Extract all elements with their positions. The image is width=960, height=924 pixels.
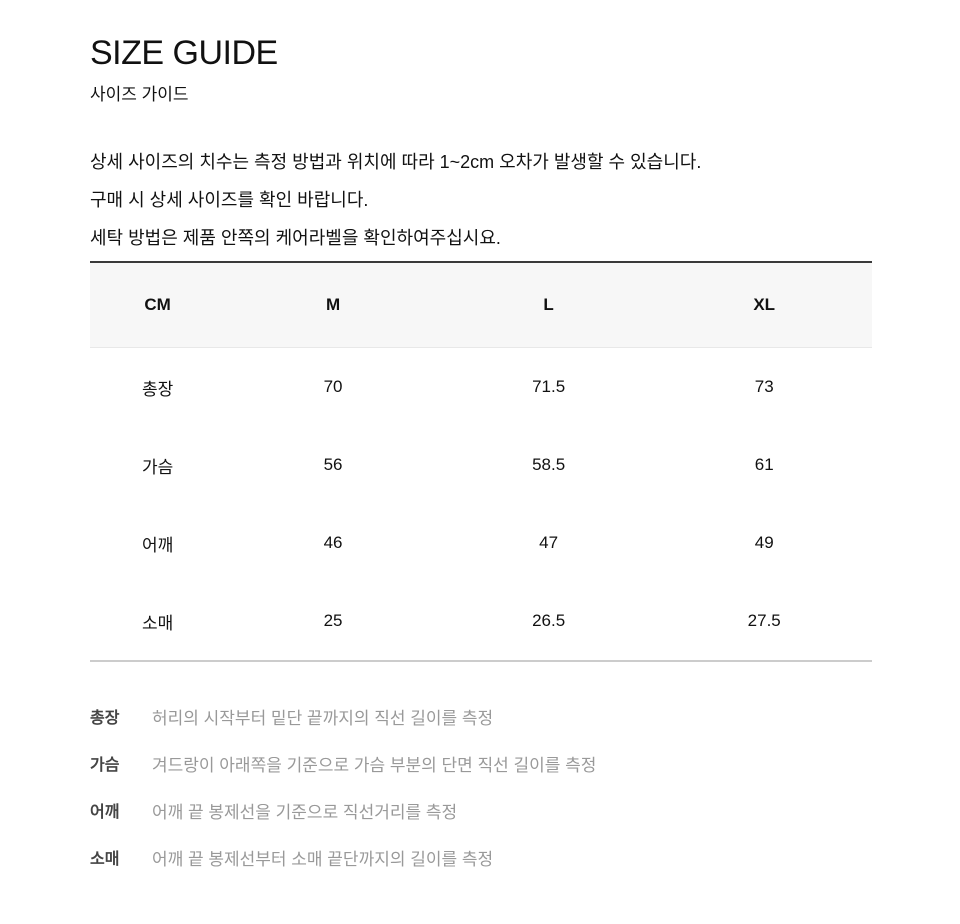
size-value: 71.5 (532, 377, 566, 396)
size-value: 49 (754, 533, 774, 552)
size-value: 70 (323, 377, 343, 396)
intro-line: 상세 사이즈의 치수는 측정 방법과 위치에 따라 1~2cm 오차가 발생할 … (90, 152, 702, 172)
size-value: 25 (323, 611, 343, 630)
table-row: 총장 70 71.5 73 (90, 348, 872, 427)
page-title: SIZE GUIDE (90, 34, 278, 72)
intro-text: 상세 사이즈의 치수는 측정 방법과 위치에 따라 1~2cm 오차가 발생할 … (90, 143, 872, 257)
column-header-xl: XL (656, 262, 872, 348)
column-header-m: M (225, 262, 441, 348)
size-value: 58.5 (532, 455, 566, 474)
column-header-cm: CM (90, 262, 226, 348)
guide-description: 어깨 끝 봉제선부터 소매 끝단까지의 길이를 측정 (152, 850, 494, 869)
guide-row: 가슴 겨드랑이 아래쪽을 기준으로 가슴 부분의 단면 직선 길이를 측정 (90, 755, 872, 777)
guide-row: 총장 허리의 시작부터 밑단 끝까지의 직선 길이를 측정 (90, 708, 872, 730)
table-row: 소매 25 26.5 27.5 (90, 582, 872, 661)
row-label: 총장 (142, 379, 174, 399)
measurement-guide: 총장 허리의 시작부터 밑단 끝까지의 직선 길이를 측정 가슴 겨드랑이 아래… (90, 708, 872, 871)
size-table: CM M L XL 총장 70 71.5 73 가슴 56 58.5 61 어깨… (90, 261, 872, 662)
column-header-l: L (440, 262, 657, 348)
row-label: 어깨 (142, 535, 174, 555)
size-value: 27.5 (747, 611, 781, 630)
size-value: 47 (539, 533, 559, 552)
table-row: 어깨 46 47 49 (90, 504, 872, 582)
table-header-row: CM M L XL (90, 262, 872, 348)
intro-line: 세탁 방법은 제품 안쪽의 케어라벨을 확인하여주십시요. (90, 228, 501, 248)
table-row: 가슴 56 58.5 61 (90, 426, 872, 504)
guide-row: 어깨 어깨 끝 봉제선을 기준으로 직선거리를 측정 (90, 802, 872, 824)
size-value: 46 (323, 533, 343, 552)
size-value: 56 (323, 455, 343, 474)
row-label: 가슴 (142, 457, 174, 477)
guide-label: 총장 (90, 710, 120, 727)
guide-description: 겨드랑이 아래쪽을 기준으로 가슴 부분의 단면 직선 길이를 측정 (152, 756, 597, 775)
page-subtitle: 사이즈 가이드 (90, 85, 189, 104)
size-value: 26.5 (532, 611, 566, 630)
guide-description: 허리의 시작부터 밑단 끝까지의 직선 길이를 측정 (152, 709, 494, 728)
intro-line: 구매 시 상세 사이즈를 확인 바랍니다. (90, 190, 369, 210)
guide-label: 소매 (90, 851, 120, 868)
guide-row: 소매 어깨 끝 봉제선부터 소매 끝단까지의 길이를 측정 (90, 849, 872, 871)
guide-label: 가슴 (90, 757, 120, 774)
guide-description: 어깨 끝 봉제선을 기준으로 직선거리를 측정 (152, 803, 458, 822)
row-label: 소매 (142, 613, 174, 633)
size-value: 61 (754, 455, 774, 474)
size-value: 73 (754, 377, 774, 396)
guide-label: 어깨 (90, 804, 120, 821)
